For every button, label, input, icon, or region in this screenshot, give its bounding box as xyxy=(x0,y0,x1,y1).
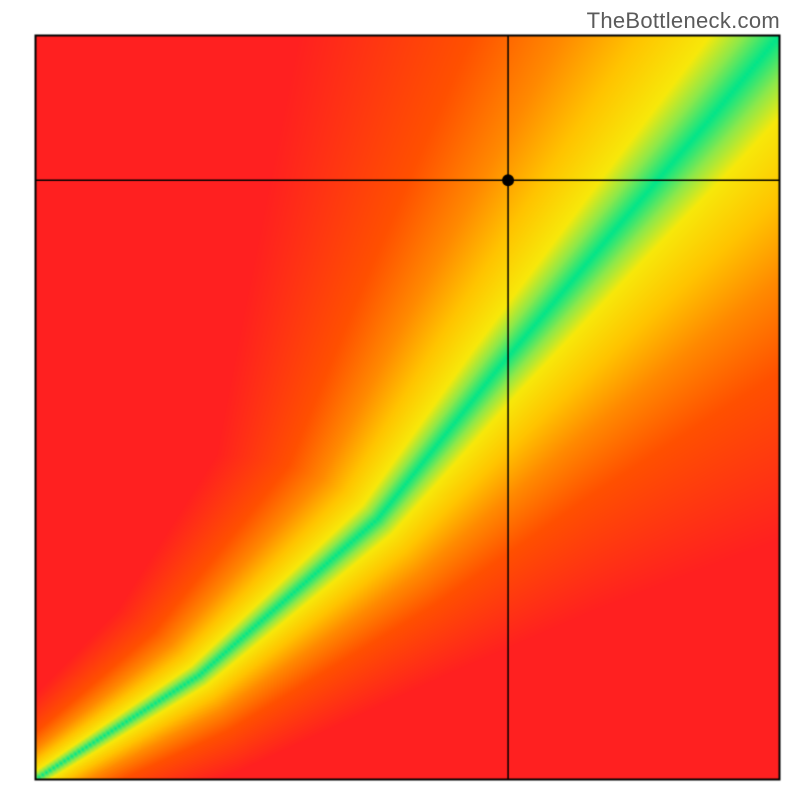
heatmap-canvas xyxy=(0,0,800,800)
chart-container: TheBottleneck.com xyxy=(0,0,800,800)
watermark-text: TheBottleneck.com xyxy=(587,8,780,34)
